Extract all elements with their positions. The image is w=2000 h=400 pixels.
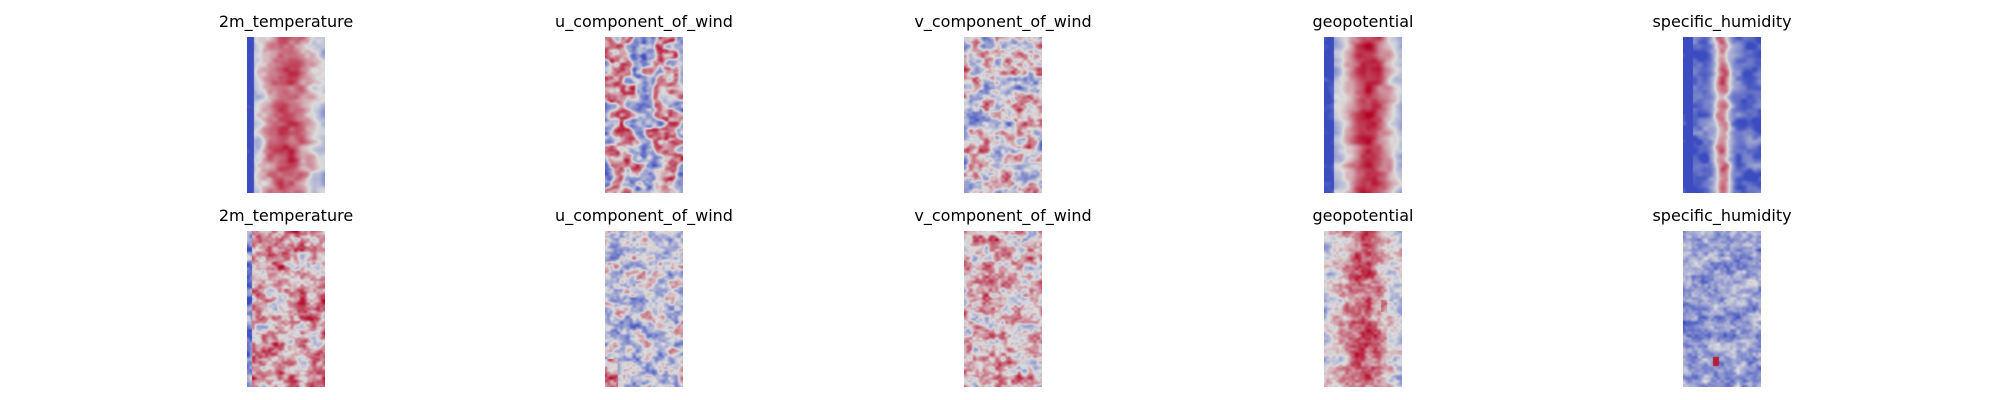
panel-title: specific_humidity: [1652, 206, 1792, 225]
panel-title: 2m_temperature: [218, 12, 354, 31]
heatmap-u-component-of-wind-row2: [605, 231, 683, 387]
heatmap-v-component-of-wind-row2: [964, 231, 1042, 387]
panel-title: v_component_of_wind: [914, 12, 1092, 31]
panel-title: geopotential: [1312, 12, 1414, 31]
heatmap-2m-temperature-row1: [247, 37, 325, 193]
panel-title: 2m_temperature: [218, 206, 354, 225]
panel-title: v_component_of_wind: [914, 206, 1092, 225]
panel-specific-humidity-row1: specific_humidity: [1652, 0, 1792, 200]
panel-title: u_component_of_wind: [555, 206, 733, 225]
panel-u-component-of-wind-row1: u_component_of_wind: [555, 0, 733, 200]
heatmap-v-component-of-wind-row1: [964, 37, 1042, 193]
panel-geopotential-row1: geopotential: [1313, 0, 1413, 200]
heatmap-u-component-of-wind-row1: [605, 37, 683, 193]
heatmap-geopotential-row1: [1324, 37, 1402, 193]
panel-geopotential-row2: geopotential: [1313, 193, 1413, 393]
heatmap-specific-humidity-row1: [1683, 37, 1761, 193]
panel-specific-humidity-row2: specific_humidity: [1652, 193, 1792, 393]
panel-2m-temperature-row2: 2m_temperature: [219, 193, 353, 393]
heatmap-geopotential-row2: [1324, 231, 1402, 387]
panel-u-component-of-wind-row2: u_component_of_wind: [555, 193, 733, 393]
panel-2m-temperature-row1: 2m_temperature: [219, 0, 353, 200]
heatmap-specific-humidity-row2: [1683, 231, 1761, 387]
panel-v-component-of-wind-row2: v_component_of_wind: [914, 193, 1092, 393]
panel-title: u_component_of_wind: [555, 12, 733, 31]
panel-title: geopotential: [1312, 206, 1414, 225]
heatmap-2m-temperature-row2: [247, 231, 325, 387]
panel-v-component-of-wind-row1: v_component_of_wind: [914, 0, 1092, 200]
panel-title: specific_humidity: [1652, 12, 1792, 31]
